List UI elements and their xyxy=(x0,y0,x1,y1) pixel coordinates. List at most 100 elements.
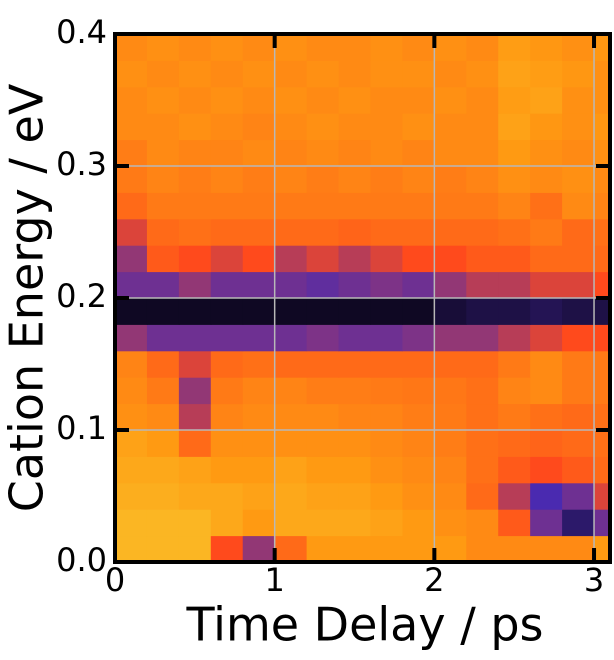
heatmap-cell xyxy=(466,166,499,193)
heatmap-cell xyxy=(338,403,371,431)
heatmap-cell xyxy=(242,86,276,114)
heatmap-cell xyxy=(210,86,244,114)
heatmap-cell xyxy=(466,298,499,325)
heatmap-cell xyxy=(306,298,340,325)
heatmap-cell xyxy=(402,86,435,114)
heatmap-cell xyxy=(562,350,595,378)
heatmap-cell xyxy=(242,350,276,378)
heatmap-cell xyxy=(498,166,531,193)
heatmap-cell xyxy=(434,192,467,220)
heatmap-cell xyxy=(594,377,610,405)
heatmap-cell xyxy=(146,113,180,141)
heatmap-cell xyxy=(530,192,563,220)
heatmap-cell xyxy=(434,86,467,114)
heatmap-cell xyxy=(466,139,499,167)
heatmap-cell xyxy=(146,34,180,61)
heatmap-cell xyxy=(594,192,610,220)
heatmap-cell xyxy=(530,218,563,246)
heatmap-cell xyxy=(530,350,563,378)
heatmap-cell xyxy=(274,350,308,378)
heatmap-cell xyxy=(370,298,403,325)
heatmap-cell xyxy=(402,377,435,405)
heatmap-cell xyxy=(434,271,467,299)
heatmap-cell xyxy=(466,350,499,378)
plot-frame xyxy=(113,32,612,564)
heatmap-cell xyxy=(594,298,610,325)
heatmap-cell xyxy=(594,509,610,537)
heatmap-cell xyxy=(306,86,340,114)
heatmap-cell xyxy=(594,86,610,114)
heatmap-cell xyxy=(338,139,371,167)
heatmap-cell xyxy=(562,535,595,562)
heatmap-cell xyxy=(146,218,180,246)
heatmap-cell xyxy=(370,430,403,457)
heatmap-cell xyxy=(466,34,499,61)
heatmap-cell xyxy=(402,34,435,61)
heatmap-cell xyxy=(466,482,499,510)
heatmap-cell xyxy=(498,245,531,273)
heatmap-cell xyxy=(402,245,435,273)
heatmap-cell xyxy=(338,34,371,61)
heatmap-cell xyxy=(370,34,403,61)
heatmap-cell xyxy=(466,403,499,431)
heatmap-cell xyxy=(466,113,499,141)
heatmap-cell xyxy=(242,482,276,510)
heatmap-cell xyxy=(338,192,371,220)
heatmap-cell xyxy=(402,350,435,378)
heatmap-cell xyxy=(530,113,563,141)
heatmap-cell xyxy=(210,192,244,220)
heatmap-cell xyxy=(306,482,340,510)
heatmap-cell xyxy=(530,535,563,562)
heatmap-cell xyxy=(562,509,595,537)
heatmap-cell xyxy=(178,430,212,457)
heatmap-cell xyxy=(210,298,244,325)
heatmap-cell xyxy=(274,245,308,273)
heatmap-cell xyxy=(498,430,531,457)
heatmap-cell xyxy=(370,113,403,141)
heatmap-cell xyxy=(370,403,403,431)
heatmap-cell xyxy=(306,509,340,537)
heatmap-cell xyxy=(530,166,563,193)
heatmap-cell xyxy=(210,509,244,537)
heatmap-cell xyxy=(178,34,212,61)
x-tick-label: 2 xyxy=(424,561,444,599)
heatmap-cell xyxy=(594,350,610,378)
heatmap-cell xyxy=(115,535,148,562)
heatmap-cell xyxy=(306,271,340,299)
heatmap-cell xyxy=(274,139,308,167)
heatmap-cell xyxy=(402,218,435,246)
heatmap-cell xyxy=(594,34,610,61)
heatmap-cell xyxy=(498,298,531,325)
heatmap-cell xyxy=(115,509,148,537)
heatmap-cell xyxy=(274,298,308,325)
heatmap-cell xyxy=(530,377,563,405)
heatmap-cell xyxy=(594,535,610,562)
heatmap-cell xyxy=(210,456,244,484)
heatmap-cell xyxy=(338,350,371,378)
heatmap-cell xyxy=(402,139,435,167)
heatmap-cell xyxy=(115,192,148,220)
heatmap-cell xyxy=(274,60,308,88)
heatmap-cell xyxy=(306,218,340,246)
heatmap-cell xyxy=(370,218,403,246)
heatmap-cell xyxy=(370,456,403,484)
heatmap-cell xyxy=(210,350,244,378)
heatmap-cell xyxy=(562,34,595,61)
heatmap-cell xyxy=(562,430,595,457)
heatmap-cell xyxy=(594,403,610,431)
heatmap-cell xyxy=(562,192,595,220)
heatmap-cell xyxy=(274,482,308,510)
heatmap-cell xyxy=(530,324,563,352)
heatmap-cell xyxy=(466,60,499,88)
heatmap-cell xyxy=(242,113,276,141)
heatmap-cell xyxy=(434,139,467,167)
y-axis-title: Cation Energy / eV xyxy=(0,83,54,512)
heatmap-cell xyxy=(306,377,340,405)
heatmap-cell xyxy=(402,166,435,193)
heatmap-cell xyxy=(562,377,595,405)
heatmap-cell xyxy=(210,324,244,352)
heatmap-cell xyxy=(146,509,180,537)
heatmap-cell xyxy=(530,298,563,325)
heatmap-cell xyxy=(274,509,308,537)
